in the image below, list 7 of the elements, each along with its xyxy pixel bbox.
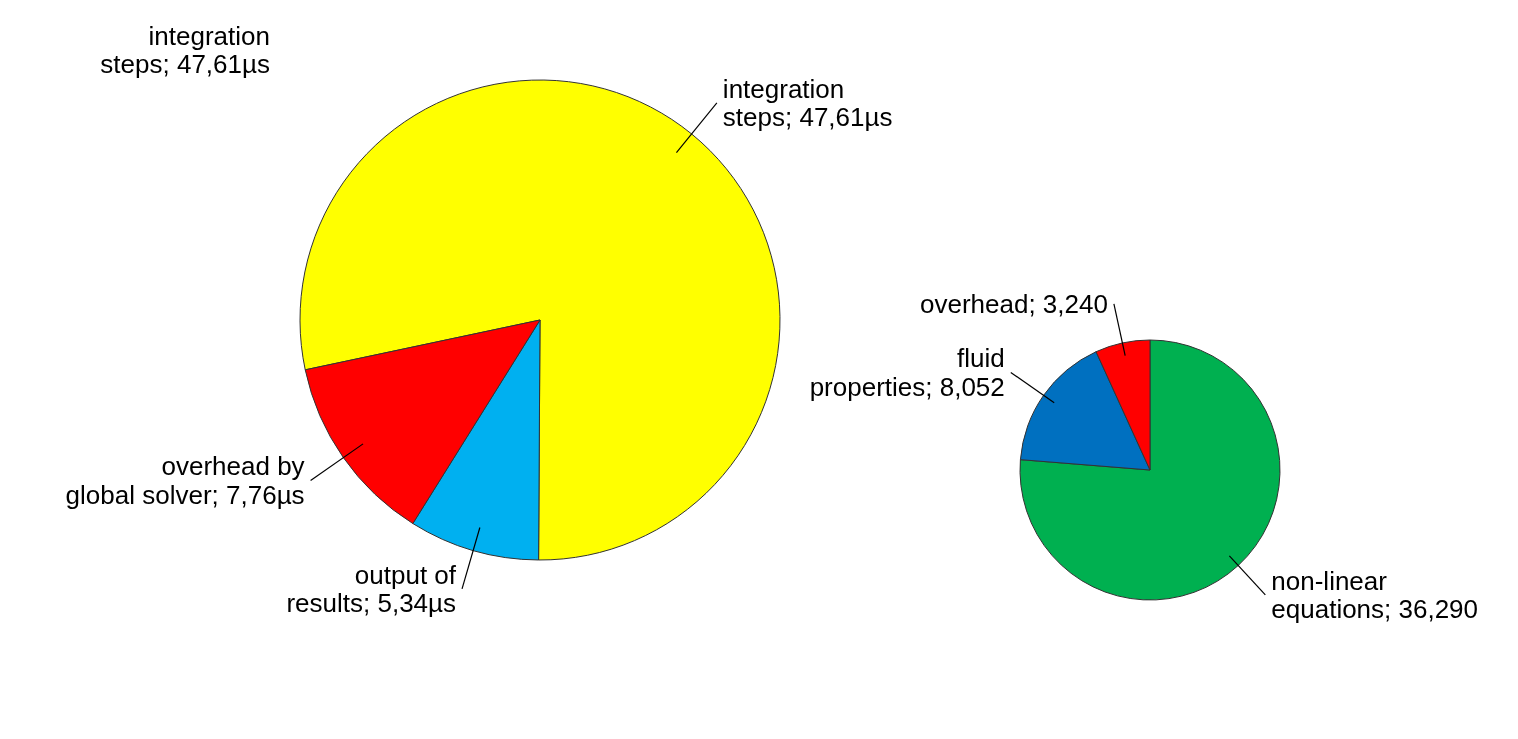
slice-label: fluid properties; 8,052 bbox=[809, 343, 1005, 402]
slice-label: overhead; 3,240 bbox=[919, 288, 1108, 319]
slice-label: non-linear equations; 36,290 bbox=[1271, 565, 1479, 625]
slice-label: output of results; 5,34µs bbox=[286, 559, 457, 619]
slice-label: integration steps; 47,61µs bbox=[722, 73, 893, 133]
text: integration steps; 47,61µs bbox=[100, 20, 270, 80]
slice-label: overhead by global solver; 7,76µs bbox=[65, 451, 305, 510]
